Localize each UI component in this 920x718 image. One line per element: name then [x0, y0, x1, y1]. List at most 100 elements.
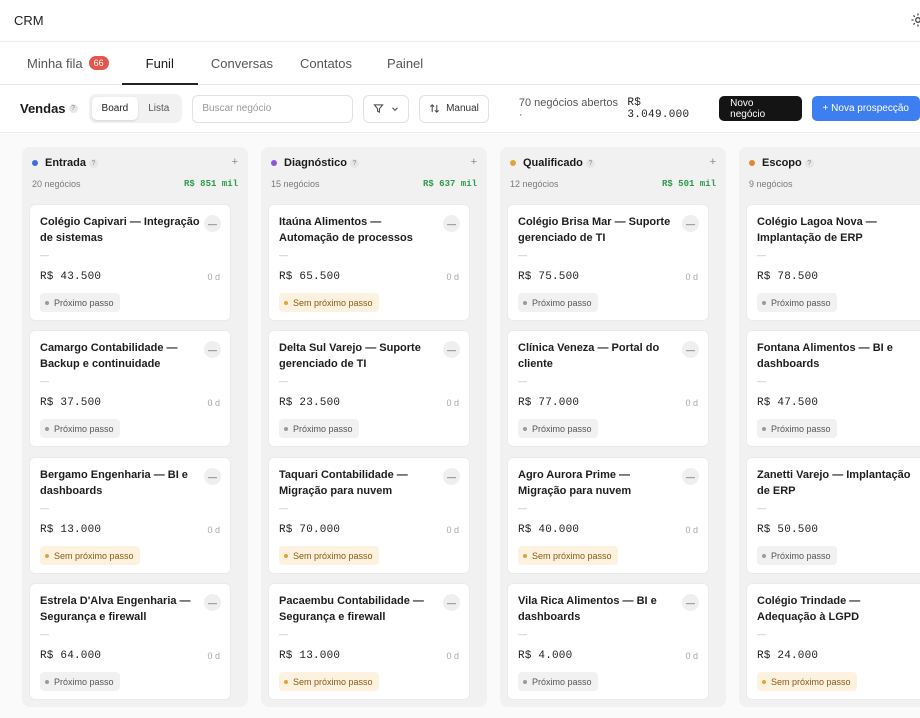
next-step-chip[interactable]: Sem próximo passo: [757, 672, 857, 691]
next-step-chip[interactable]: Próximo passo: [40, 672, 120, 691]
more-options-icon[interactable]: —: [443, 468, 460, 485]
tab-contatos[interactable]: Contatos: [286, 42, 374, 84]
deal-card[interactable]: Colégio Lagoa Nova — Implantação de ERP —…: [746, 204, 920, 321]
deal-card[interactable]: Fontana Alimentos — BI e dashboards——R$ …: [746, 330, 920, 447]
deal-contact-placeholder: —: [40, 629, 49, 639]
stage-name: Escopo: [762, 157, 802, 169]
more-options-icon[interactable]: —: [682, 341, 699, 358]
view-board-button[interactable]: Board: [91, 97, 139, 120]
deal-card[interactable]: Zanetti Varejo — Implantação de ERP——R$ …: [746, 457, 920, 574]
more-options-icon[interactable]: —: [443, 341, 460, 358]
next-step-chip[interactable]: Próximo passo: [40, 419, 120, 438]
deal-value: R$ 78.500: [757, 271, 819, 283]
deal-card[interactable]: Colégio Trindade — Adequação à LGPD——R$ …: [746, 583, 920, 700]
new-prospect-button[interactable]: + Nova prospecção: [811, 96, 920, 121]
deal-age: 0 d: [685, 651, 698, 661]
next-step-label: Sem próximo passo: [54, 550, 134, 561]
status-dot-icon: [284, 426, 288, 431]
next-step-chip[interactable]: Sem próximo passo: [279, 672, 379, 691]
deal-value: R$ 47.500: [757, 397, 819, 409]
help-icon[interactable]: ?: [585, 158, 595, 168]
new-deal-button[interactable]: Novo negócio: [719, 96, 802, 121]
deal-card[interactable]: Clínica Veneza — Portal do cliente — — R$ 7…: [507, 330, 709, 447]
help-icon[interactable]: ?: [68, 104, 78, 113]
kanban-board: Entrada? +20 negócios R$ 851 mil Colégio Ca…: [0, 134, 920, 718]
sort-button[interactable]: Manual: [419, 94, 489, 123]
more-options-icon[interactable]: —: [682, 594, 699, 611]
stage-color-dot: [510, 160, 516, 166]
next-step-chip[interactable]: Sem próximo passo: [518, 546, 618, 565]
next-step-chip[interactable]: Próximo passo: [40, 293, 120, 312]
more-options-icon[interactable]: —: [204, 341, 221, 358]
stage-name: Qualificado: [523, 157, 583, 169]
more-options-icon[interactable]: —: [204, 468, 221, 485]
deal-age: 0 d: [207, 398, 220, 408]
pipeline-summary: 70 negócios abertos · R$ 3.049.000: [519, 97, 709, 121]
pipeline-title: Vendas ?: [20, 101, 78, 116]
next-step-chip[interactable]: Sem próximo passo: [279, 546, 379, 565]
view-list-button[interactable]: Lista: [148, 103, 170, 114]
deal-card[interactable]: Vila Rica Alimentos — BI e dashboards — — R…: [507, 583, 709, 700]
next-step-chip[interactable]: Próximo passo: [518, 672, 598, 691]
column-title: Escopo?: [749, 156, 920, 170]
next-step-label: Próximo passo: [532, 676, 592, 687]
status-dot-icon: [762, 300, 766, 305]
pipeline-column: Diagnóstico? +15 negócios R$ 637 mil Itaúna…: [261, 147, 487, 707]
more-options-icon[interactable]: —: [443, 215, 460, 232]
deal-card[interactable]: Colégio Capivari — Integração de sistema…: [29, 204, 231, 321]
open-deals-amount: R$ 3.049.000: [627, 96, 690, 121]
next-step-chip[interactable]: Próximo passo: [518, 419, 598, 438]
next-step-chip[interactable]: Próximo passo: [757, 293, 837, 312]
deal-contact-placeholder: —: [518, 250, 527, 260]
deal-contact-placeholder: —: [279, 503, 288, 513]
search-input[interactable]: [192, 94, 353, 123]
tab-painel[interactable]: Painel: [374, 42, 436, 84]
tab-label: Painel: [387, 55, 424, 71]
deal-card[interactable]: Taquari Contabilidade — Migração para nu…: [268, 457, 470, 574]
add-card-button[interactable]: +: [470, 156, 477, 168]
add-card-button[interactable]: +: [231, 156, 238, 168]
more-options-icon[interactable]: —: [682, 468, 699, 485]
deal-card[interactable]: Delta Sul Varejo — Suporte gerenciado de…: [268, 330, 470, 447]
deal-title: Taquari Contabilidade — Migração para nu…: [279, 469, 408, 497]
more-options-icon[interactable]: —: [204, 594, 221, 611]
deal-card[interactable]: Estrela D'Alva Engenharia — Segurança e …: [29, 583, 231, 700]
tab-funil[interactable]: Funil: [121, 42, 199, 85]
next-step-chip[interactable]: Próximo passo: [757, 546, 837, 565]
next-step-chip[interactable]: Próximo passo: [757, 419, 837, 438]
deal-value: R$ 65.500: [279, 271, 341, 283]
help-icon[interactable]: ?: [88, 158, 98, 168]
deal-card[interactable]: Colégio Brisa Mar — Suporte gerenciado d…: [507, 204, 709, 321]
stage-color-dot: [271, 160, 277, 166]
deal-age: 0 d: [207, 525, 220, 535]
more-options-icon[interactable]: —: [204, 215, 221, 232]
deal-title: Colégio Capivari — Integração de sistema…: [40, 216, 200, 244]
deal-value: R$ 64.000: [40, 650, 102, 662]
deal-value: R$ 50.500: [757, 524, 819, 536]
gear-icon[interactable]: [910, 12, 920, 28]
more-options-icon[interactable]: —: [682, 215, 699, 232]
filter-button[interactable]: [362, 94, 410, 123]
tab-minha-fila[interactable]: Minha fila 66: [14, 42, 122, 84]
tab-conversas[interactable]: Conversas: [198, 42, 286, 84]
deal-card[interactable]: Agro Aurora Prime — Migração para nuvem —…: [507, 457, 709, 574]
next-step-chip[interactable]: Próximo passo: [518, 293, 598, 312]
help-icon[interactable]: ?: [804, 158, 814, 168]
next-step-chip[interactable]: Sem próximo passo: [40, 546, 140, 565]
deal-contact-placeholder: —: [279, 629, 288, 639]
add-card-button[interactable]: +: [709, 156, 716, 168]
deal-card[interactable]: Pacaembu Contabilidade — Segurança e fir…: [268, 583, 470, 700]
column-header: Entrada? +20 negócios R$ 851 mil: [22, 147, 248, 201]
app-title: CRM: [14, 13, 44, 28]
column-title: Diagnóstico?: [271, 156, 477, 170]
more-options-icon[interactable]: —: [443, 594, 460, 611]
deal-contact-placeholder: —: [40, 250, 49, 260]
deal-card[interactable]: Itaúna Alimentos — Automação de processo…: [268, 204, 470, 321]
deal-card[interactable]: Camargo Contabilidade — Backup e continu…: [29, 330, 231, 447]
next-step-chip[interactable]: Próximo passo: [279, 419, 359, 438]
help-icon[interactable]: ?: [349, 158, 359, 168]
deal-card[interactable]: Bergamo Engenharia — BI e dashboards — — R$…: [29, 457, 231, 574]
stage-total-value: R$ 851 mil: [183, 179, 238, 189]
next-step-chip[interactable]: Sem próximo passo: [279, 293, 379, 312]
